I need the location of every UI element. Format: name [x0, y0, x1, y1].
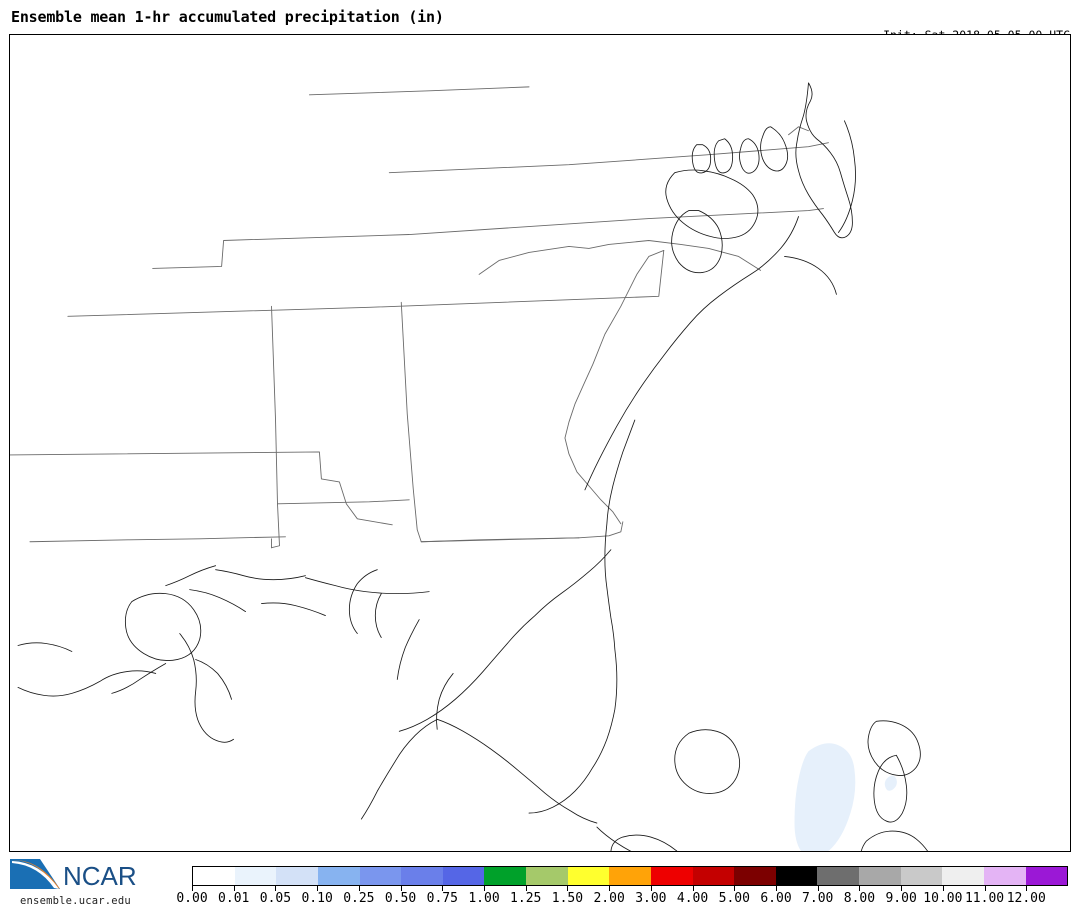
colorbar-tick-label: 7.00 [802, 891, 834, 906]
colorbar-tick-label: 1.00 [468, 891, 500, 906]
colorbar-tick [192, 886, 193, 891]
colorbar-tick-label: 0.25 [343, 891, 375, 906]
ncar-logo-wordmark: NCAR [63, 861, 137, 891]
colorbar-tick [692, 886, 694, 891]
colorbar-tick-label: 1.25 [510, 891, 542, 906]
map-panel[interactable] [9, 34, 1071, 852]
colorbar-tick [525, 886, 527, 891]
colorbar-cell [359, 867, 402, 885]
colorbar-cell [609, 867, 651, 885]
precip-speck-bahamas [884, 775, 897, 791]
precip-field-layer [794, 743, 897, 851]
colorbar-tick-label: 6.00 [760, 891, 792, 906]
ncar-logo-swoosh-orange [12, 860, 60, 889]
page-title: Ensemble mean 1-hr accumulated precipita… [11, 8, 444, 26]
colorbar-swatches[interactable] [192, 866, 1068, 886]
colorbar-cell [276, 867, 318, 885]
colorbar-tick-label: 0.05 [259, 891, 292, 906]
colorbar-tick [942, 886, 944, 891]
colorbar-cell [567, 867, 610, 885]
header-bar: Ensemble mean 1-hr accumulated precipita… [0, 0, 1080, 82]
colorbar-tick [484, 886, 485, 891]
precip-blob-bahamas [794, 743, 856, 851]
colorbar-cell [775, 867, 818, 885]
colorbar-cell [401, 867, 443, 885]
colorbar: 0.00 0.01 0.05 0.10 0.25 0.50 0.75 1.00 1.25 1.50… [176, 866, 1068, 912]
colorbar-tick [1026, 886, 1028, 891]
colorbar-tick-label: 0.01 [218, 891, 250, 906]
colorbar-cell [650, 867, 693, 885]
colorbar-tick-label: 3.00 [635, 891, 667, 906]
colorbar-tick [400, 886, 402, 891]
colorbar-labels: 0.00 0.01 0.05 0.10 0.25 0.50 0.75 1.00 1.25 1.50… [176, 891, 1068, 911]
colorbar-cell [983, 867, 1026, 885]
colorbar-tick-label: 2.00 [593, 891, 625, 906]
colorbar-cell [1025, 867, 1068, 885]
colorbar-tick [901, 886, 903, 891]
colorbar-tick [233, 886, 235, 891]
precipitation-map[interactable] [10, 35, 1070, 851]
colorbar-cell [859, 867, 901, 885]
state-borders-layer [10, 86, 829, 549]
colorbar-tick [817, 886, 819, 891]
footer-bar: NCAR ensemble.ucar.edu [0, 855, 1080, 915]
colorbar-tick-label: 9.00 [885, 891, 917, 906]
ncar-logo-mark [10, 859, 60, 889]
colorbar-tick [859, 886, 861, 891]
colorbar-cell [442, 867, 485, 885]
colorbar-cell [734, 867, 776, 885]
colorbar-tick-label: 1.50 [551, 891, 584, 906]
colorbar-tick-label: 5.00 [718, 891, 750, 906]
colorbar-tick [317, 886, 319, 891]
colorbar-tick-label: 11.00 [964, 891, 1005, 906]
colorbar-tick-label: 0.00 [176, 891, 208, 906]
colorbar-tick [734, 886, 736, 891]
colorbar-cell [317, 867, 360, 885]
colorbar-cell [692, 867, 735, 885]
colorbar-tick [358, 886, 360, 891]
colorbar-tick [984, 886, 986, 891]
colorbar-cell [817, 867, 859, 885]
ensemble-url-label[interactable]: ensemble.ucar.edu [20, 895, 131, 907]
colorbar-tick [442, 886, 444, 891]
colorbar-tick [275, 886, 277, 891]
colorbar-tick-label: 0.75 [426, 891, 458, 906]
colorbar-tick [650, 886, 652, 891]
colorbar-cell [900, 867, 943, 885]
colorbar-tick-label: 10.00 [923, 891, 963, 906]
colorbar-ticks [192, 886, 1068, 892]
colorbar-tick-label: 8.00 [843, 891, 876, 906]
colorbar-tick-label: 0.50 [384, 891, 417, 906]
colorbar-tick [776, 886, 777, 891]
colorbar-tick-label: 12.00 [1006, 891, 1046, 906]
ncar-logo-swoosh-white [12, 861, 59, 889]
colorbar-tick-label: 4.00 [676, 891, 709, 906]
colorbar-cell [526, 867, 568, 885]
colorbar-tick [609, 886, 611, 891]
colorbar-cell [234, 867, 277, 885]
colorbar-cell [193, 867, 235, 885]
colorbar-cell [942, 867, 984, 885]
colorbar-tick-label: 0.10 [301, 891, 333, 906]
coastline-layer [17, 82, 929, 851]
ncar-logo[interactable]: NCAR [6, 857, 171, 895]
colorbar-cell [484, 867, 526, 885]
colorbar-tick [567, 886, 569, 891]
